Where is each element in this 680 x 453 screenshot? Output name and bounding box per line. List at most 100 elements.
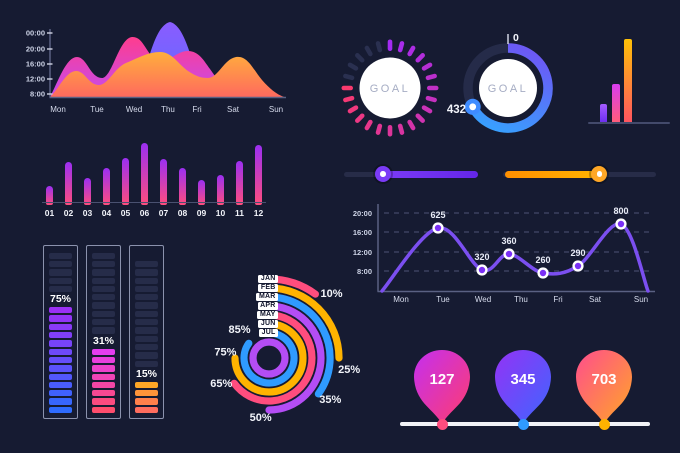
bar-label: 02 xyxy=(63,208,74,218)
orange-slider[interactable] xyxy=(503,166,656,182)
mini-bar xyxy=(600,103,607,122)
slider-knob[interactable] xyxy=(591,166,608,182)
x-tick-label: Sat xyxy=(589,295,602,304)
x-tick-label: Fri xyxy=(192,105,202,114)
progress-segment-dim xyxy=(135,335,158,342)
progress-segment xyxy=(92,390,115,397)
progress-segment xyxy=(135,390,158,397)
radial-ring xyxy=(230,311,316,405)
gauge-goal-label: GOAL xyxy=(370,83,411,95)
timeline-dot[interactable] xyxy=(436,418,448,430)
progress-segment xyxy=(49,390,72,397)
bar-label: 01 xyxy=(44,208,55,218)
progress-segment-dim xyxy=(135,310,158,318)
bar xyxy=(179,168,186,205)
progress-bar: 75% xyxy=(43,245,78,419)
progress-segment-dim xyxy=(49,252,72,259)
progress-segment-dim xyxy=(92,260,115,268)
bar-column: 11 xyxy=(230,137,249,218)
monthly-bar-chart: 01 02 03 04 05 06 07 08 09 10 11 12 xyxy=(40,137,268,218)
x-tick-label: Tue xyxy=(436,295,450,304)
progress-segment xyxy=(49,340,72,347)
gauge-tick xyxy=(387,125,393,137)
progress-bar: 15% xyxy=(129,245,164,419)
progress-segment xyxy=(49,356,72,364)
bar-column: 07 xyxy=(154,137,173,218)
goal-gauge-ring: GOAL 0 432 xyxy=(447,32,553,133)
x-tick-label: Sun xyxy=(269,105,283,114)
bar-label: 11 xyxy=(235,208,244,218)
progress-segment-dim xyxy=(92,327,115,334)
progress-segment-dim xyxy=(135,260,158,268)
data-point-dot xyxy=(539,269,547,277)
progress-segment-dim xyxy=(92,285,115,293)
gauge-face xyxy=(479,59,537,117)
gauge-tick xyxy=(407,119,416,131)
gauge-tick xyxy=(343,95,355,103)
progress-segment-dim xyxy=(135,343,158,351)
gauge-arc-group xyxy=(464,43,553,133)
bar xyxy=(84,177,91,205)
goal-gauge-dashed: GOAL xyxy=(341,39,439,137)
bar-column: 04 xyxy=(97,137,116,218)
y-tick-label: 12:00 xyxy=(353,248,372,257)
radial-pct-label: 65% xyxy=(210,378,232,390)
slider-fill[interactable] xyxy=(505,171,600,178)
mini-bar xyxy=(612,83,620,122)
bar xyxy=(122,157,129,205)
gauge-value-label: 432 xyxy=(447,104,466,116)
progress-segment xyxy=(135,406,158,413)
radial-month-chip: JUN xyxy=(258,319,278,329)
progress-segment xyxy=(92,406,115,413)
bar-label: 04 xyxy=(101,208,112,218)
mini-bar xyxy=(624,39,632,122)
radial-month-chip: MAY xyxy=(257,310,278,320)
bar-label: 07 xyxy=(158,208,169,218)
y-tick-label: 8:00 xyxy=(30,90,45,99)
slider-knob[interactable] xyxy=(374,166,391,182)
balloon-shape xyxy=(414,350,470,424)
bar xyxy=(198,180,205,205)
progress-segment xyxy=(49,323,72,331)
progress-segment-dim xyxy=(135,302,158,309)
radial-ring xyxy=(265,293,334,398)
progress-segment-dim xyxy=(92,310,115,318)
gauge-tick xyxy=(387,39,393,51)
progress-segment-dim xyxy=(92,269,115,276)
area-axis-labels: 00:00 20:00 16:00 12:00 8:00 Mon Tue Wed Thu Fri S… xyxy=(26,29,283,114)
bar xyxy=(103,167,110,205)
timeline-dot[interactable] xyxy=(517,418,529,430)
progress-segment xyxy=(49,315,72,322)
radial-month-chip: APR xyxy=(257,301,278,311)
progress-segment-dim xyxy=(92,319,115,326)
slider-fill[interactable] xyxy=(382,171,478,178)
progress-segment xyxy=(49,381,72,389)
bar-label: 12 xyxy=(253,208,264,218)
progress-segment-dim xyxy=(135,327,158,334)
bar xyxy=(217,174,224,205)
progress-segment xyxy=(49,373,72,380)
gauge-arc xyxy=(468,43,553,133)
timeline-dot[interactable] xyxy=(598,418,610,430)
radial-month-chip: JUL xyxy=(259,328,278,338)
progress-segment-dim xyxy=(135,269,158,276)
gauge-tick xyxy=(375,123,383,135)
data-point-dot xyxy=(505,250,513,258)
data-point-label: 290 xyxy=(570,248,585,258)
radial-ring xyxy=(231,320,307,396)
bar-label: 05 xyxy=(120,208,131,218)
gauge-tick xyxy=(364,119,373,131)
gauge-ticks xyxy=(341,39,439,137)
progress-segment-dim xyxy=(135,277,158,284)
radial-month-chip: JAN xyxy=(258,274,278,284)
gauge-tick xyxy=(355,53,365,63)
gauge-tick xyxy=(375,41,383,53)
purple-slider[interactable] xyxy=(344,166,478,182)
balloon-value: 127 xyxy=(429,371,454,388)
y-tick-label: 20:00 xyxy=(26,45,45,54)
bar-column: 01 xyxy=(40,137,59,218)
data-point-dot xyxy=(574,262,582,270)
radial-month-chip: MAR xyxy=(256,292,278,302)
gauge-tick xyxy=(421,105,433,114)
progress-segment xyxy=(92,381,115,389)
